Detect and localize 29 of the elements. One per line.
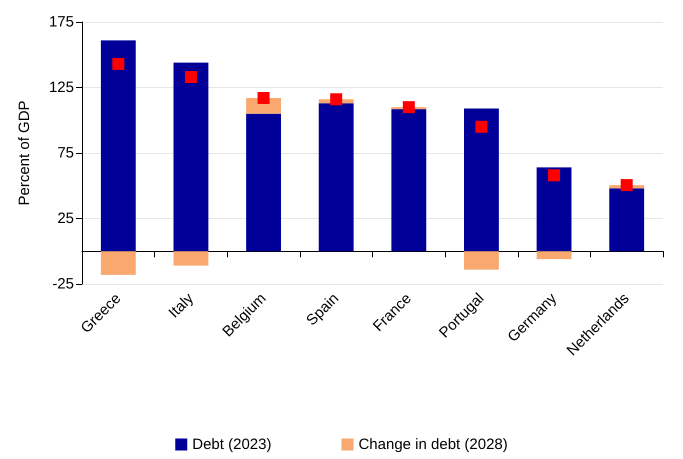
bar: [464, 251, 499, 270]
y-tick-label: 125: [48, 79, 74, 96]
point: [548, 169, 560, 182]
point: [620, 179, 633, 192]
bar: [174, 251, 208, 266]
point: [258, 92, 270, 104]
bar: [464, 108, 499, 252]
point: [402, 101, 415, 114]
point: [184, 71, 197, 84]
bar: [174, 62, 208, 252]
legend-label: Change in debt (2028): [358, 436, 508, 453]
bar: [536, 251, 572, 260]
y-tick-label: 25: [57, 210, 74, 227]
y-tick-label: 75: [57, 144, 74, 162]
y-tick-label: -25: [52, 276, 74, 292]
bar: [391, 109, 426, 252]
bar: [609, 188, 644, 252]
y-tick-label: 175: [48, 14, 74, 30]
point: [112, 58, 124, 70]
bar: [318, 103, 354, 252]
point: [475, 120, 488, 133]
x-tick-label: Italy: [165, 290, 198, 322]
bar: [536, 167, 572, 252]
point: [330, 93, 342, 106]
bar: [246, 114, 281, 252]
y-axis-title: Percent of GDP: [16, 100, 33, 206]
legend-label: Debt (2023): [192, 436, 272, 453]
bar: [100, 251, 136, 275]
bar: [100, 40, 136, 252]
